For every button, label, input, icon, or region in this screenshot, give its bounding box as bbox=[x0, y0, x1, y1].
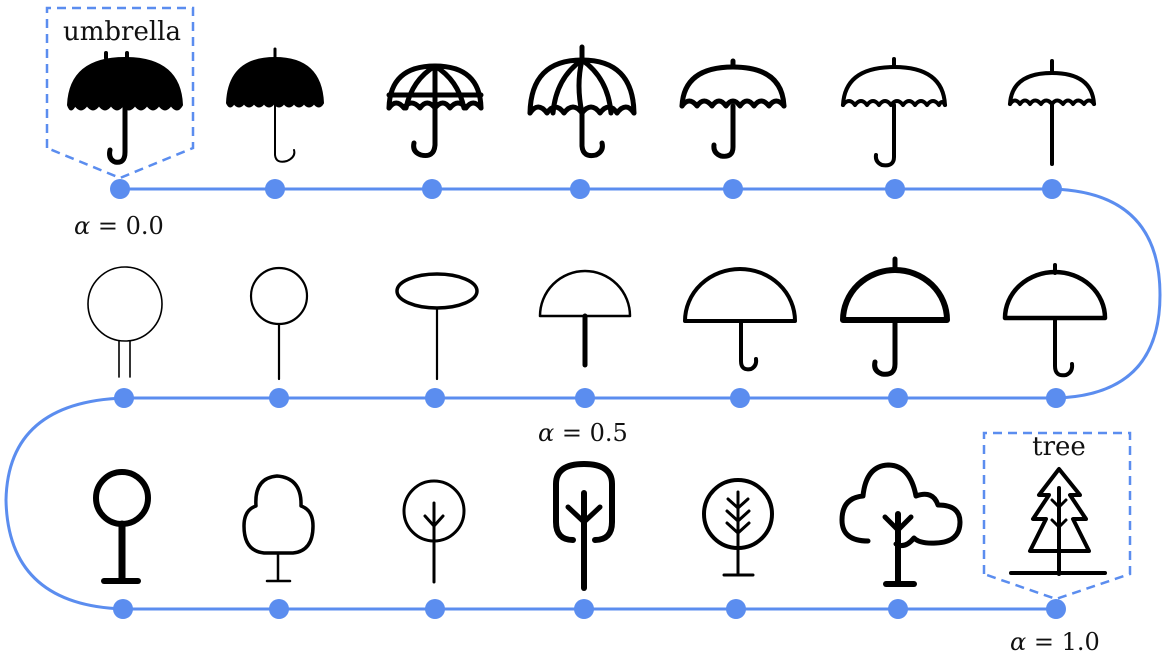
node bbox=[265, 179, 285, 199]
tree-cloud-icon bbox=[839, 462, 963, 587]
umbrella-ribbed-icon bbox=[386, 63, 484, 158]
alpha-value: = 0.5 bbox=[554, 419, 628, 447]
umbrella-semicircle-hook-icon bbox=[683, 267, 797, 372]
umbrella-scalloped-thin-icon bbox=[841, 57, 947, 168]
node bbox=[113, 599, 133, 619]
node bbox=[888, 388, 908, 408]
node bbox=[425, 599, 445, 619]
tree-round-branches-base-icon bbox=[702, 478, 774, 577]
tree-circle-icon bbox=[249, 266, 309, 381]
alpha-symbol: α bbox=[1010, 628, 1026, 656]
node bbox=[269, 388, 289, 408]
node bbox=[726, 599, 746, 619]
umbrella-semicircle-bold-icon bbox=[840, 256, 950, 377]
alpha-end-label: α = 1.0 bbox=[1010, 628, 1100, 656]
alpha-symbol: α bbox=[538, 419, 554, 447]
node bbox=[425, 388, 445, 408]
node bbox=[723, 179, 743, 199]
umbrella-small-icon bbox=[1008, 59, 1096, 166]
tree-circle-double-trunk-icon bbox=[87, 266, 163, 378]
alpha-value: = 0.0 bbox=[90, 212, 164, 240]
umbrella-scalloped-icon bbox=[679, 58, 787, 159]
node bbox=[422, 179, 442, 199]
node bbox=[1046, 599, 1066, 619]
umbrella-ribbed-pointed-icon bbox=[527, 44, 637, 159]
tree-tall-bold-icon bbox=[553, 461, 615, 591]
node bbox=[1042, 179, 1062, 199]
umbrella-semicircle-icon bbox=[538, 269, 632, 368]
alpha-start-label: α = 0.0 bbox=[74, 212, 164, 240]
path-nodes bbox=[110, 179, 1066, 619]
start-highlight-box bbox=[45, 6, 195, 180]
alpha-symbol: α bbox=[74, 212, 90, 240]
node bbox=[888, 599, 908, 619]
start-label: umbrella bbox=[63, 17, 181, 47]
node bbox=[885, 179, 905, 199]
tree-pine-icon bbox=[1009, 467, 1107, 576]
node bbox=[114, 388, 134, 408]
tree-round-bold-icon bbox=[93, 469, 151, 584]
node bbox=[730, 388, 750, 408]
node bbox=[110, 179, 130, 199]
umbrella-semicircle-tip-icon bbox=[1002, 263, 1108, 378]
node bbox=[575, 388, 595, 408]
umbrella-filled-icon bbox=[67, 51, 183, 165]
end-highlight-box bbox=[982, 431, 1132, 601]
tree-round-branches-icon bbox=[402, 479, 466, 584]
node bbox=[1046, 388, 1066, 408]
end-label: tree bbox=[1032, 432, 1086, 462]
tree-bushy-icon bbox=[242, 474, 315, 583]
node bbox=[574, 599, 594, 619]
umbrella-filled-thin-icon bbox=[226, 47, 324, 163]
tree-ellipse-icon bbox=[395, 272, 479, 381]
alpha-middle-label: α = 0.5 bbox=[538, 419, 628, 447]
node bbox=[570, 179, 590, 199]
node bbox=[269, 599, 289, 619]
alpha-value: = 1.0 bbox=[1026, 628, 1100, 656]
